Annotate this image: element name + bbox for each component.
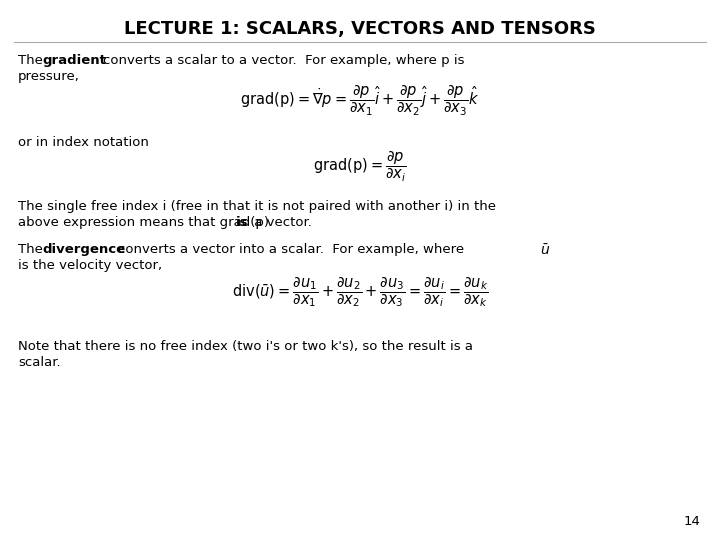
Text: The single free index i (free in that it is not paired with another i) in the: The single free index i (free in that it…	[18, 200, 496, 213]
Text: The: The	[18, 243, 47, 256]
Text: 14: 14	[683, 515, 700, 528]
Text: LECTURE 1: SCALARS, VECTORS AND TENSORS: LECTURE 1: SCALARS, VECTORS AND TENSORS	[124, 20, 596, 38]
Text: is the velocity vector,: is the velocity vector,	[18, 259, 162, 272]
Text: pressure,: pressure,	[18, 70, 80, 83]
Text: Note that there is no free index (two i's or two k's), so the result is a: Note that there is no free index (two i'…	[18, 340, 473, 353]
Text: gradient: gradient	[42, 54, 106, 67]
Text: a vector.: a vector.	[250, 216, 312, 229]
Text: scalar.: scalar.	[18, 356, 60, 369]
Text: divergence: divergence	[42, 243, 125, 256]
Text: $\mathrm{div}(\bar{u}) = \dfrac{\partial u_1}{\partial x_1} + \dfrac{\partial u_: $\mathrm{div}(\bar{u}) = \dfrac{\partial…	[232, 275, 488, 309]
Text: is: is	[236, 216, 248, 229]
Text: $\mathrm{grad(p)} = \dot{\nabla}p = \dfrac{\partial p}{\partial x_1}\hat{i} + \d: $\mathrm{grad(p)} = \dot{\nabla}p = \dfr…	[240, 84, 480, 118]
Text: above expression means that grad(p): above expression means that grad(p)	[18, 216, 274, 229]
Text: converts a vector into a scalar.  For example, where: converts a vector into a scalar. For exa…	[118, 243, 464, 256]
Text: $\mathrm{grad(p)} = \dfrac{\partial p}{\partial x_i}$: $\mathrm{grad(p)} = \dfrac{\partial p}{\…	[313, 150, 407, 184]
Text: The: The	[18, 54, 47, 67]
Text: or in index notation: or in index notation	[18, 136, 149, 149]
Text: $\bar{u}$: $\bar{u}$	[540, 243, 550, 258]
Text: converts a scalar to a vector.  For example, where p is: converts a scalar to a vector. For examp…	[103, 54, 464, 67]
